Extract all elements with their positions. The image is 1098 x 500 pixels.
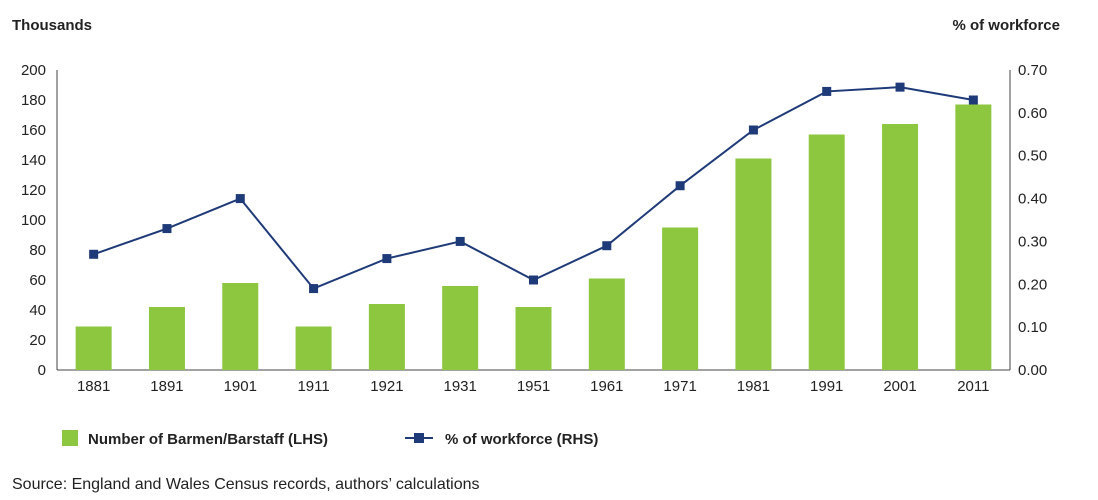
left-tick-label: 0: [38, 362, 46, 379]
line-point: [529, 275, 538, 285]
left-axis-unit-label: Thousands: [12, 17, 92, 34]
line-point: [748, 125, 758, 135]
bar: [955, 104, 992, 370]
source-note: Source: England and Wales Census records…: [12, 476, 480, 493]
left-tick-label: 80: [29, 242, 46, 259]
right-tick-label: 0.20: [1018, 276, 1047, 293]
bar: [588, 278, 625, 370]
bar: [442, 286, 479, 370]
line-point: [895, 82, 905, 92]
bar-series: [75, 104, 992, 370]
x-tick-label: 1881: [77, 378, 110, 395]
left-tick-label: 60: [29, 272, 46, 289]
line-point: [455, 236, 465, 246]
left-axis-ticks: 0 20 40 60 80 100 120 140 160 180 200: [21, 62, 46, 379]
x-tick-label: 1911: [297, 378, 329, 395]
right-tick-label: 0.10: [1018, 319, 1047, 336]
left-tick-label: 20: [29, 332, 46, 349]
bar: [735, 158, 772, 370]
bar: [882, 124, 919, 370]
left-tick-label: 160: [21, 122, 46, 139]
right-tick-label: 0.50: [1018, 148, 1047, 165]
left-tick-label: 120: [21, 182, 46, 199]
line-point: [309, 284, 319, 294]
right-axis-unit-label: % of workforce: [952, 17, 1060, 34]
bar: [808, 134, 845, 370]
legend: Number of Barmen/Barstaff (LHS) % of wor…: [62, 430, 598, 448]
line-series: [89, 82, 978, 294]
x-tick-label: 1921: [370, 378, 403, 395]
legend-line-label: % of workforce (RHS): [445, 431, 598, 448]
right-tick-label: 0.70: [1018, 62, 1047, 79]
bar: [662, 227, 699, 370]
left-tick-label: 140: [21, 152, 46, 169]
line-point: [968, 95, 978, 105]
x-tick-label: 1891: [150, 378, 183, 395]
bar: [515, 307, 552, 370]
right-tick-label: 0.00: [1018, 362, 1047, 379]
line-point: [235, 194, 245, 204]
right-tick-label: 0.60: [1018, 105, 1047, 122]
x-tick-label: 2011: [957, 378, 989, 395]
legend-line-marker: [414, 433, 424, 443]
right-axis-ticks: 0.00 0.10 0.20 0.30 0.40 0.50 0.60 0.70: [1018, 62, 1047, 379]
left-tick-label: 40: [29, 302, 46, 319]
x-tick-label: 1901: [224, 378, 257, 395]
left-tick-label: 180: [21, 92, 46, 109]
legend-bar-label: Number of Barmen/Barstaff (LHS): [88, 431, 328, 448]
right-tick-label: 0.30: [1018, 233, 1047, 250]
x-tick-label: 1931: [444, 378, 477, 395]
line-point: [675, 181, 685, 191]
x-tick-label: 1971: [663, 378, 696, 395]
line-point: [89, 249, 99, 259]
line-point: [382, 254, 392, 264]
legend-bar-swatch: [62, 430, 78, 446]
bar: [148, 307, 185, 370]
bar: [222, 283, 259, 370]
bar: [295, 326, 332, 370]
right-tick-label: 0.40: [1018, 191, 1047, 208]
x-tick-label: 1991: [810, 378, 843, 395]
x-tick-label: 1951: [517, 378, 550, 395]
left-tick-label: 100: [21, 212, 46, 229]
x-axis-ticks: 1881 1891 1901 1911 1921 1931 1951 1961 1971 1981…: [77, 378, 990, 395]
line-point: [162, 224, 172, 234]
bar: [368, 304, 405, 370]
x-tick-label: 2001: [883, 378, 916, 395]
left-tick-label: 200: [21, 62, 46, 79]
x-tick-label: 1961: [590, 378, 623, 395]
bar: [75, 326, 112, 370]
line-point: [602, 241, 612, 251]
x-tick-label: 1981: [737, 378, 770, 395]
line-point: [822, 86, 832, 96]
